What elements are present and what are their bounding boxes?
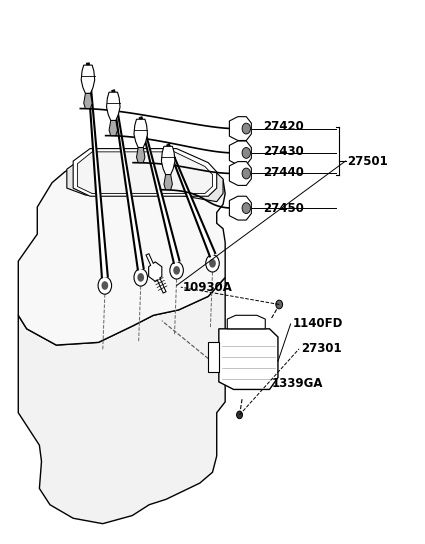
Polygon shape (164, 175, 173, 190)
Polygon shape (162, 146, 175, 175)
Text: 27440: 27440 (263, 166, 304, 179)
Circle shape (98, 277, 112, 294)
Polygon shape (230, 162, 251, 186)
Circle shape (276, 300, 283, 309)
Circle shape (134, 269, 147, 286)
Polygon shape (230, 196, 251, 220)
Polygon shape (73, 149, 217, 196)
Polygon shape (77, 152, 212, 194)
Circle shape (242, 168, 250, 179)
Circle shape (209, 259, 216, 268)
Text: 27430: 27430 (263, 145, 304, 158)
Circle shape (242, 147, 250, 158)
Circle shape (173, 266, 180, 275)
Circle shape (237, 411, 243, 419)
Polygon shape (227, 316, 265, 329)
Polygon shape (84, 94, 92, 109)
Text: 1140FD: 1140FD (293, 318, 343, 330)
Polygon shape (107, 92, 120, 120)
Text: 27450: 27450 (263, 202, 304, 215)
Polygon shape (140, 118, 179, 263)
Polygon shape (230, 141, 251, 165)
Polygon shape (149, 262, 162, 281)
Polygon shape (230, 116, 251, 140)
Text: 27501: 27501 (348, 154, 388, 168)
Circle shape (206, 255, 219, 272)
Polygon shape (18, 277, 225, 524)
Polygon shape (109, 120, 117, 135)
Polygon shape (136, 147, 145, 163)
Polygon shape (81, 65, 95, 94)
Polygon shape (87, 64, 108, 277)
Circle shape (137, 273, 144, 282)
Polygon shape (208, 342, 219, 372)
Text: 27301: 27301 (301, 342, 342, 355)
Circle shape (242, 203, 250, 214)
Text: 10930A: 10930A (183, 281, 233, 294)
Circle shape (242, 123, 250, 134)
Circle shape (102, 281, 108, 290)
Polygon shape (67, 156, 223, 202)
Circle shape (170, 262, 183, 279)
Polygon shape (219, 329, 278, 390)
Text: 27420: 27420 (263, 120, 304, 133)
Polygon shape (18, 158, 225, 345)
Text: 1339GA: 1339GA (272, 377, 323, 390)
Polygon shape (134, 119, 147, 147)
Polygon shape (167, 144, 215, 256)
Polygon shape (112, 90, 144, 269)
